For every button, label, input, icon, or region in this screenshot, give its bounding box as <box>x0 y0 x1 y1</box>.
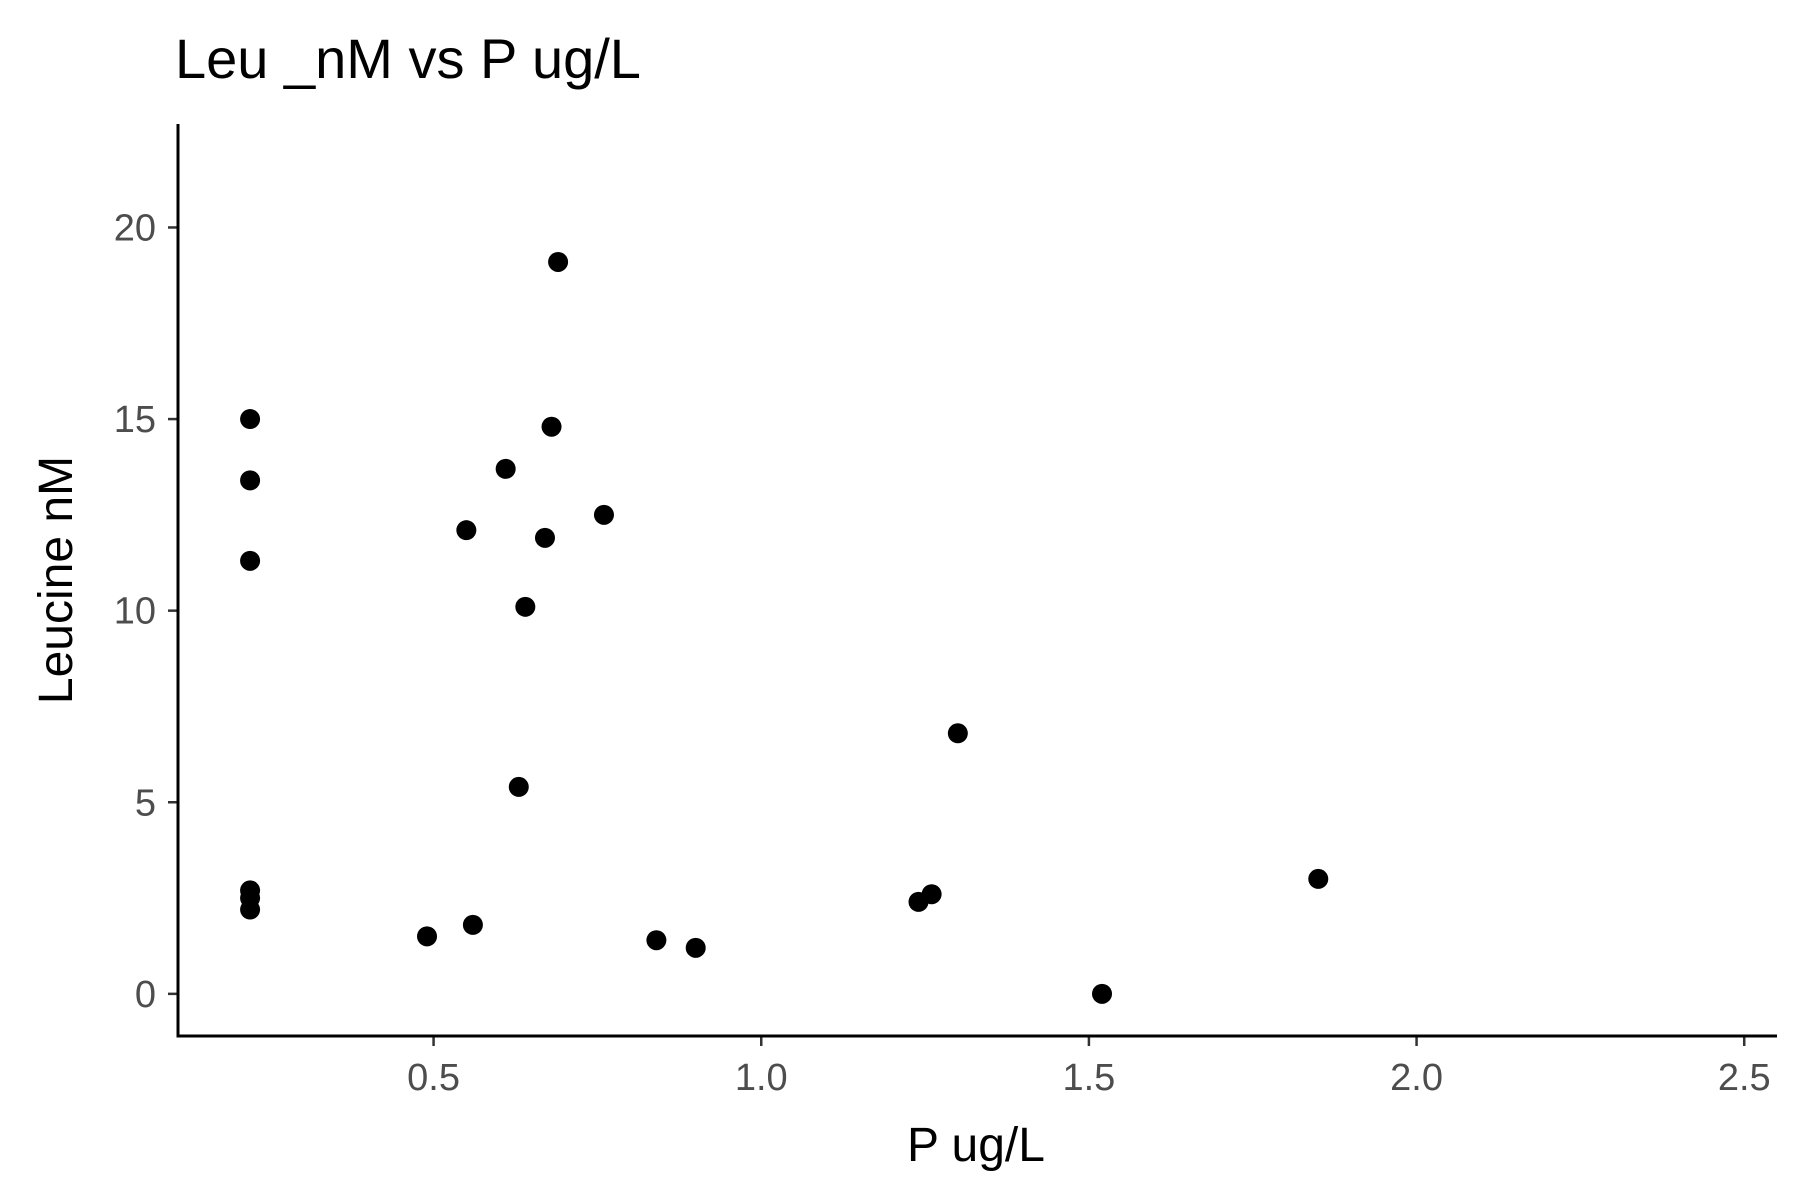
data-point <box>417 926 438 947</box>
data-point <box>593 504 614 525</box>
data-point <box>541 416 562 437</box>
data-point <box>495 458 516 479</box>
data-point <box>508 776 529 797</box>
data-point <box>240 470 261 491</box>
data-point <box>1092 983 1113 1004</box>
data-point <box>462 914 483 935</box>
chart-title: Leu _nM vs P ug/L <box>175 27 641 90</box>
x-tick-label: 1.5 <box>1062 1057 1115 1099</box>
x-tick-label: 2.5 <box>1718 1057 1771 1099</box>
x-axis-ticks: 0.5 1.0 1.5 2.0 2.5 <box>407 1036 1771 1099</box>
x-tick-label: 0.5 <box>407 1057 460 1099</box>
data-points <box>240 251 1329 1004</box>
y-tick-label: 15 <box>114 399 156 441</box>
data-point <box>534 527 555 548</box>
x-axis-title: P ug/L <box>907 1119 1045 1172</box>
data-point <box>548 251 569 272</box>
y-axis-title: Leucine nM <box>30 456 83 704</box>
y-tick-label: 5 <box>135 782 156 824</box>
data-point <box>240 899 261 920</box>
data-point <box>240 409 261 430</box>
data-point <box>240 550 261 571</box>
x-tick-label: 1.0 <box>735 1057 788 1099</box>
data-point <box>921 884 942 905</box>
data-point <box>456 520 477 541</box>
y-axis-ticks: 0 5 10 15 20 <box>114 207 178 1016</box>
x-tick-label: 2.0 <box>1390 1057 1443 1099</box>
data-point <box>515 596 536 617</box>
y-tick-label: 10 <box>114 591 156 633</box>
data-point <box>947 723 968 744</box>
y-tick-label: 0 <box>135 974 156 1016</box>
y-tick-label: 20 <box>114 207 156 249</box>
data-point <box>1308 868 1329 889</box>
data-point <box>685 937 706 958</box>
data-point <box>646 930 667 951</box>
